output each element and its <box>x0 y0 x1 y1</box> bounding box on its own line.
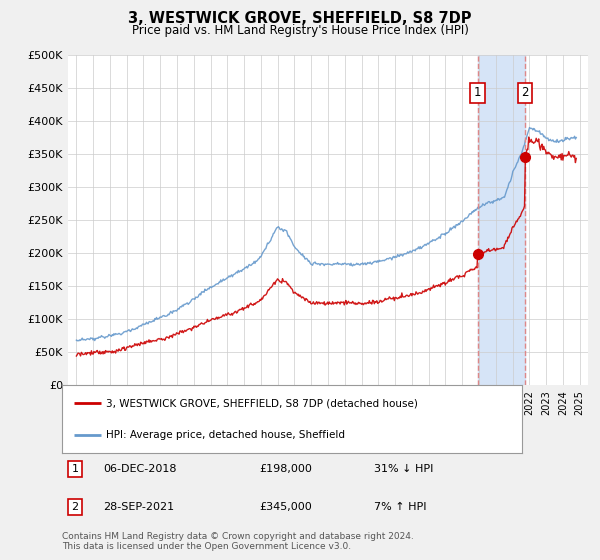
Text: 1: 1 <box>474 86 481 100</box>
Text: 1: 1 <box>71 464 79 474</box>
Text: 06-DEC-2018: 06-DEC-2018 <box>104 464 177 474</box>
Text: 31% ↓ HPI: 31% ↓ HPI <box>374 464 433 474</box>
Text: 2: 2 <box>521 86 529 100</box>
Text: 2: 2 <box>71 502 79 512</box>
Text: £198,000: £198,000 <box>260 464 313 474</box>
Text: Contains HM Land Registry data © Crown copyright and database right 2024.
This d: Contains HM Land Registry data © Crown c… <box>62 532 414 552</box>
Text: 28-SEP-2021: 28-SEP-2021 <box>104 502 175 512</box>
Text: 7% ↑ HPI: 7% ↑ HPI <box>374 502 427 512</box>
Text: 3, WESTWICK GROVE, SHEFFIELD, S8 7DP (detached house): 3, WESTWICK GROVE, SHEFFIELD, S8 7DP (de… <box>106 398 418 408</box>
Text: 3, WESTWICK GROVE, SHEFFIELD, S8 7DP: 3, WESTWICK GROVE, SHEFFIELD, S8 7DP <box>128 11 472 26</box>
Text: Price paid vs. HM Land Registry's House Price Index (HPI): Price paid vs. HM Land Registry's House … <box>131 24 469 36</box>
Text: £345,000: £345,000 <box>260 502 313 512</box>
Bar <box>478 55 525 385</box>
Text: HPI: Average price, detached house, Sheffield: HPI: Average price, detached house, Shef… <box>106 430 345 440</box>
